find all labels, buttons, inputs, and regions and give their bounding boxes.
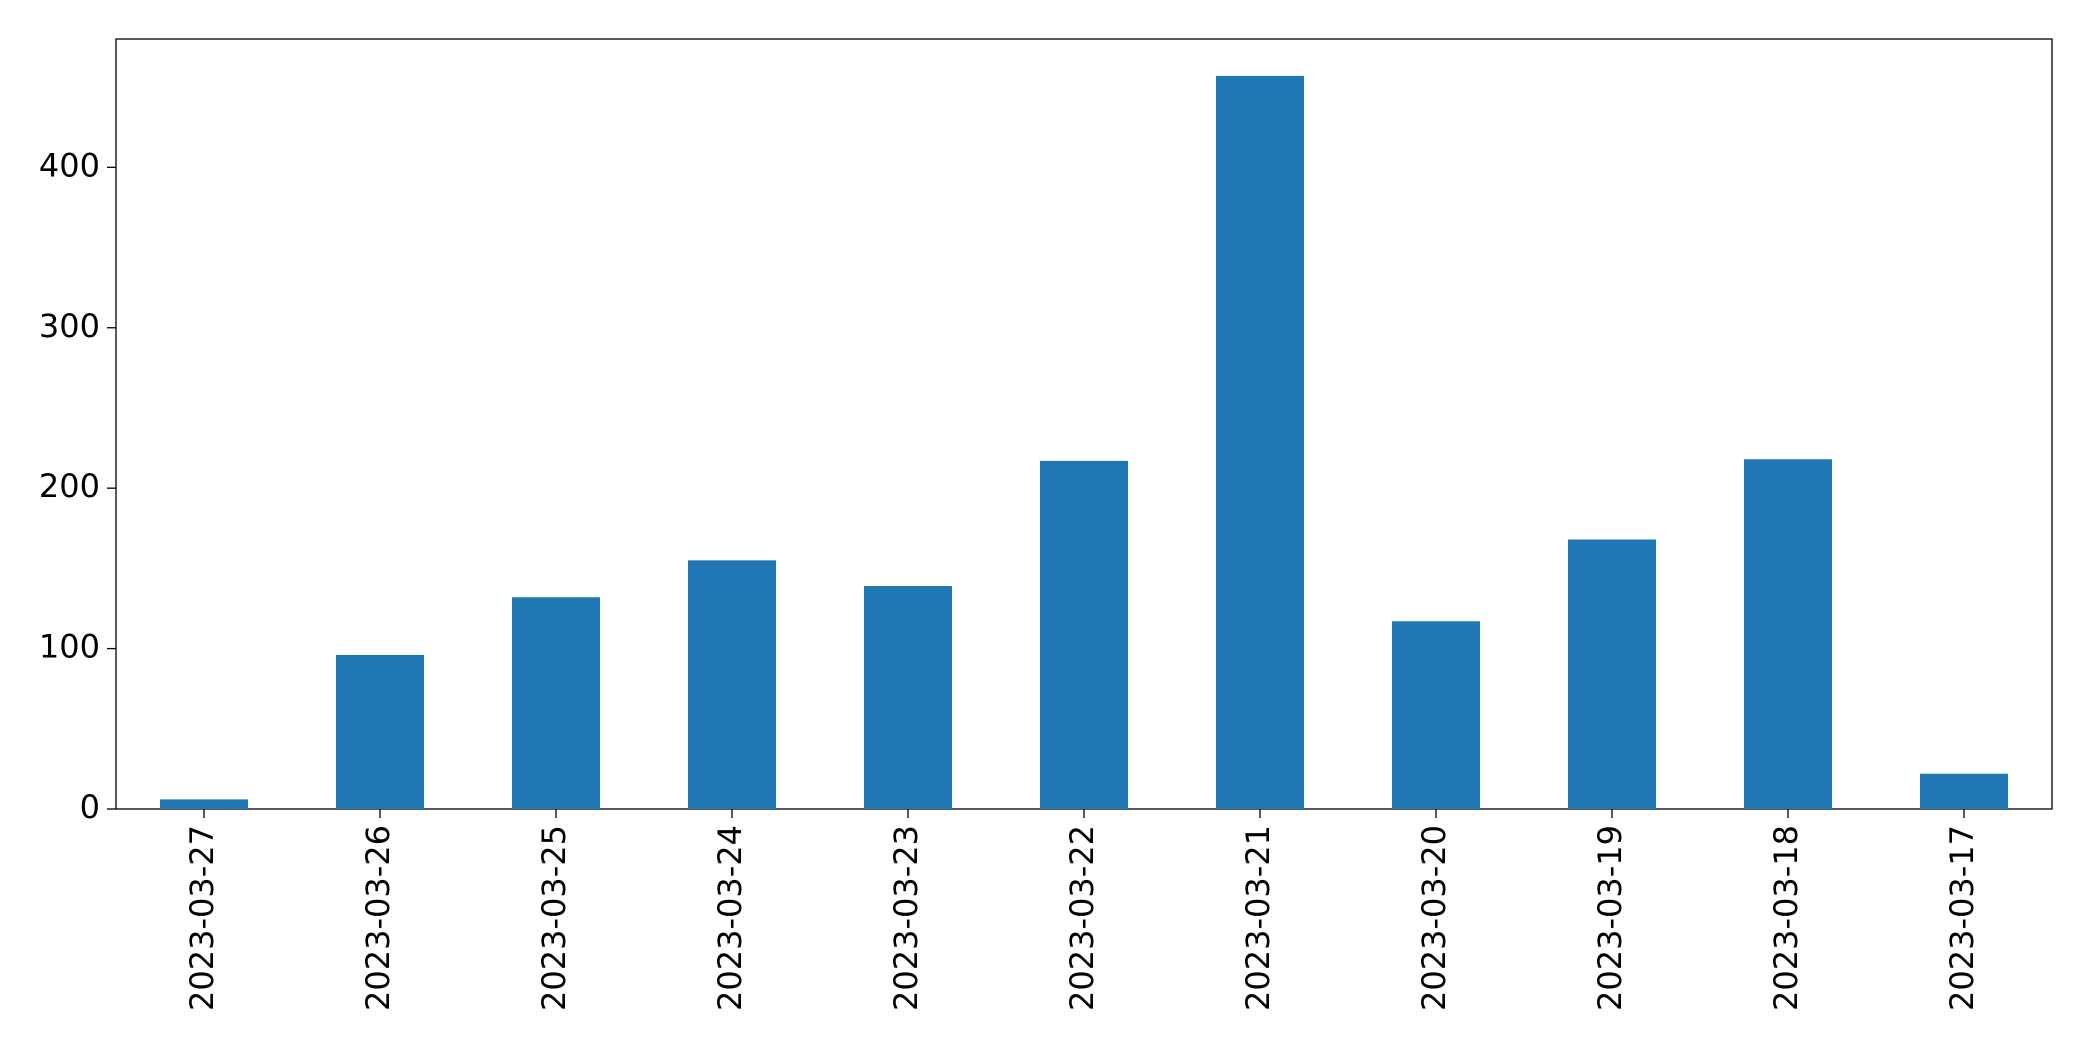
x-tick-label: 2023-03-27: [183, 825, 221, 1011]
x-tick-label: 2023-03-19: [1591, 825, 1629, 1011]
bar: [688, 560, 776, 809]
bar: [1920, 773, 2008, 809]
x-tick-label: 2023-03-26: [359, 825, 397, 1011]
x-tick-label: 2023-03-21: [1239, 825, 1277, 1011]
x-tick-label: 2023-03-25: [535, 825, 573, 1011]
x-tick-label: 2023-03-22: [1063, 825, 1101, 1011]
y-tick-label: 100: [39, 628, 100, 666]
bar: [160, 799, 248, 809]
y-tick-label: 200: [39, 467, 100, 505]
bar: [1216, 75, 1304, 810]
x-tick-label: 2023-03-20: [1415, 825, 1453, 1011]
bar: [1040, 460, 1128, 809]
y-tick-label: 300: [39, 307, 100, 345]
bar: [1744, 459, 1832, 809]
y-tick-label: 0: [80, 788, 100, 826]
bar: [336, 655, 424, 809]
bar: [512, 597, 600, 809]
y-tick-label: 400: [39, 146, 100, 184]
bar: [1392, 621, 1480, 809]
x-tick-label: 2023-03-18: [1767, 825, 1805, 1011]
x-tick-label: 2023-03-23: [887, 825, 925, 1011]
bar: [864, 586, 952, 809]
x-tick-label: 2023-03-24: [711, 825, 749, 1011]
x-tick-label: 2023-03-17: [1943, 825, 1981, 1011]
bar: [1568, 539, 1656, 809]
